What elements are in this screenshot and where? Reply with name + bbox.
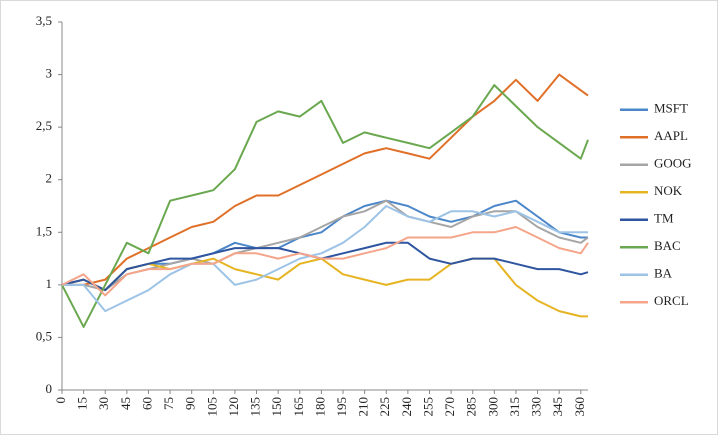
legend-label: MSFT — [654, 101, 688, 116]
legend-label: NOK — [654, 183, 683, 198]
x-tick-label: 45 — [118, 397, 133, 410]
y-tick-label: 2 — [46, 171, 53, 186]
x-tick-label: 285 — [464, 397, 479, 417]
x-tick-label: 105 — [204, 397, 219, 417]
x-tick-label: 345 — [550, 397, 565, 417]
x-tick-label: 360 — [572, 397, 587, 417]
y-tick-label: 3 — [46, 66, 53, 81]
y-tick-label: 1 — [46, 276, 53, 291]
x-tick-label: 15 — [75, 397, 90, 410]
x-tick-label: 150 — [269, 397, 284, 417]
x-tick-label: 270 — [442, 397, 457, 417]
series-line — [61, 226, 589, 297]
series-line — [62, 205, 588, 313]
legend-label: GOOG — [654, 156, 692, 171]
x-tick-label: 210 — [356, 397, 371, 417]
x-tick-label: 195 — [334, 397, 349, 417]
x-tick-label: 90 — [183, 397, 198, 410]
x-tick-label: 75 — [161, 397, 176, 410]
legend-label: ORCL — [654, 293, 689, 308]
legend-label: BA — [654, 266, 673, 281]
y-tick-label: 2,5 — [36, 118, 52, 133]
legend-label: AAPL — [654, 128, 688, 143]
x-tick-label: 255 — [420, 397, 435, 417]
legend-label: TM — [654, 211, 674, 226]
legend-label: BAC — [654, 238, 681, 253]
series-line — [61, 84, 589, 328]
x-tick-label: 225 — [377, 397, 392, 417]
series-line — [61, 257, 588, 318]
x-tick-label: 135 — [248, 397, 263, 417]
x-tick-label: 60 — [139, 397, 154, 410]
y-tick-label: 0,5 — [36, 328, 52, 343]
x-tick-label: 30 — [96, 397, 111, 410]
x-tick-label: 0 — [53, 397, 68, 404]
y-tick-label: 3,5 — [36, 13, 52, 28]
y-tick-label: 1,5 — [36, 223, 52, 238]
x-tick-label: 180 — [312, 397, 327, 417]
x-tick-label: 330 — [529, 397, 544, 417]
x-tick-label: 240 — [399, 397, 414, 417]
x-tick-label: 165 — [291, 397, 306, 417]
x-tick-label: 300 — [485, 397, 500, 417]
x-tick-label: 315 — [507, 397, 522, 417]
series-line — [61, 241, 589, 292]
y-tick-label: 0 — [46, 381, 53, 396]
x-tick-label: 120 — [226, 397, 241, 417]
